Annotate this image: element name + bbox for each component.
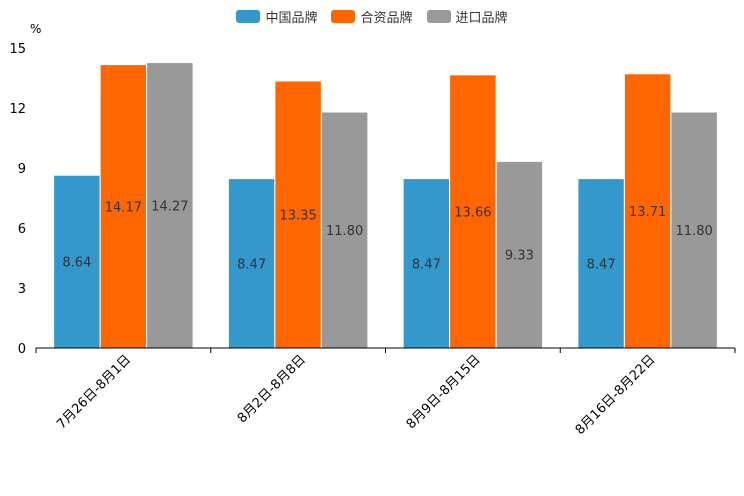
bar-s1-c3[interactable] (623, 73, 672, 349)
data-label-s0-c3: 8.47 (587, 257, 616, 272)
x-tick-label: 7月26日-8月1日 (54, 352, 134, 432)
x-tick-label: 8月2日-8月8日 (235, 352, 309, 426)
legend-swatch-import-brand (426, 10, 451, 23)
y-tick-label: 15 (9, 42, 26, 57)
data-label-s1-c3: 13.71 (629, 205, 666, 220)
data-label-s2-c2: 9.33 (505, 249, 534, 264)
legend-swatch-china-brand (236, 10, 261, 23)
bar-s2-c2[interactable] (495, 160, 544, 349)
data-label-s0-c1: 8.47 (237, 257, 266, 272)
y-tick-label: 9 (18, 162, 26, 177)
x-tick-label: 8月9日-8月15日 (404, 352, 484, 432)
legend-swatch-joint-brand (331, 10, 356, 23)
bar-s2-c3[interactable] (670, 111, 718, 349)
x-tick-label: 8月16日-8月22日 (573, 352, 659, 438)
data-label-s1-c0: 14.17 (105, 200, 142, 215)
y-tick-label: 3 (18, 282, 26, 297)
legend-item-joint-brand[interactable]: 合资品牌 (331, 7, 413, 26)
bar-s2-c1[interactable] (320, 111, 369, 349)
legend-item-import-brand[interactable]: 进口品牌 (426, 7, 508, 26)
data-label-s1-c1: 13.35 (280, 209, 317, 224)
y-tick-label: 6 (18, 222, 26, 237)
bar-s1-c1[interactable] (274, 80, 322, 349)
data-label-s1-c2: 13.66 (454, 205, 491, 220)
data-label-s2-c1: 11.80 (326, 224, 363, 239)
legend-label-china-brand: 中国品牌 (265, 11, 318, 26)
data-label-s0-c2: 8.47 (412, 257, 441, 272)
data-label-s0-c0: 8.64 (62, 256, 91, 271)
bar-s0-c1[interactable] (227, 178, 276, 349)
bar-s1-c2[interactable] (449, 74, 497, 349)
legend-item-china-brand[interactable]: 中国品牌 (236, 7, 317, 26)
y-tick-label: 12 (9, 102, 26, 117)
y-axis-unit: % (30, 22, 41, 36)
data-label-s2-c3: 11.80 (676, 224, 713, 239)
legend-label-import-brand: 进口品牌 (455, 11, 508, 26)
legend: 中国品牌 合资品牌 进口品牌 (0, 7, 744, 26)
y-tick-label: 0 (18, 342, 26, 357)
data-label-s2-c0: 14.27 (151, 199, 188, 214)
bar-s0-c2[interactable] (402, 178, 451, 349)
bar-s0-c3[interactable] (577, 178, 625, 349)
bar-s1-c0[interactable] (99, 64, 148, 349)
bars-group: 8.64 14.17 14.27 8.47 13.35 11.80 8.47 13.66 9.3… (53, 62, 718, 349)
legend-label-joint-brand: 合资品牌 (360, 11, 413, 26)
